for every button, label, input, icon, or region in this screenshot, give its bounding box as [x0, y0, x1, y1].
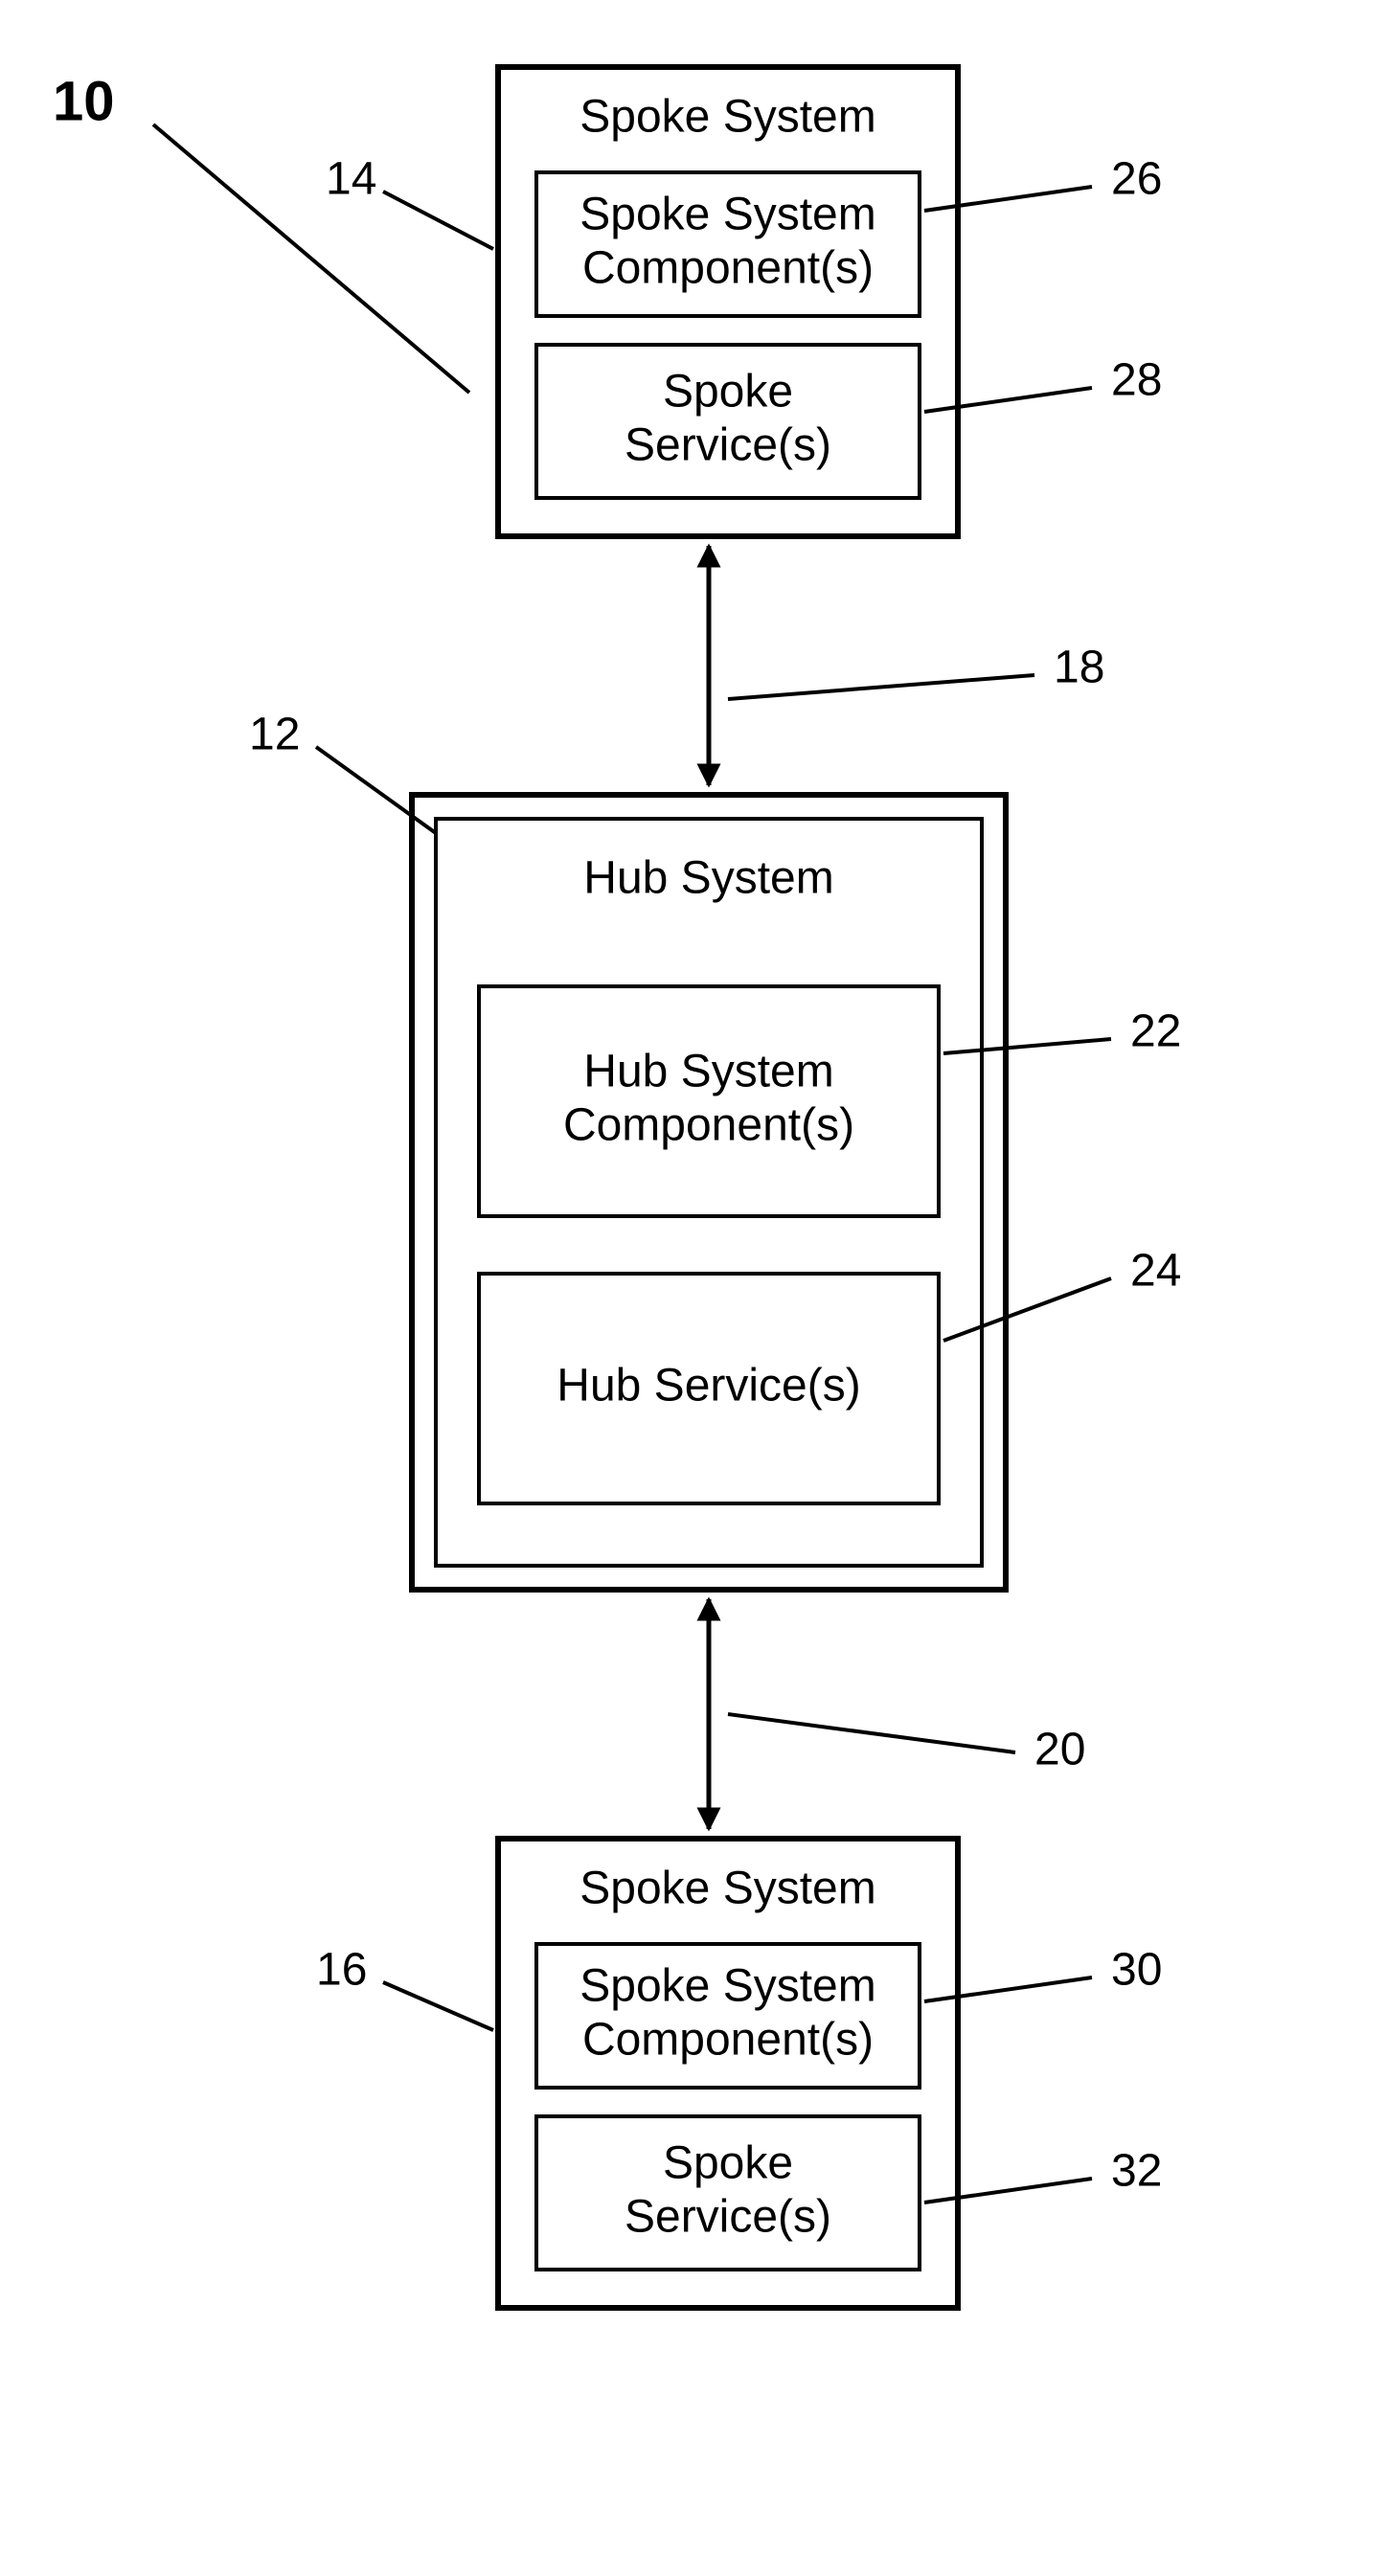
ref-r10: 10: [53, 70, 115, 132]
hub-title: Hub System: [583, 853, 833, 904]
lead-r12: [316, 747, 436, 833]
lead-r18: [728, 675, 1034, 699]
spoke-bot-svc-l1: Spoke: [663, 2138, 793, 2189]
lead-r14: [383, 192, 493, 249]
spoke-bot-title: Spoke System: [579, 1864, 875, 1914]
lead-r16: [383, 1982, 493, 2030]
ref-r16: 16: [316, 1945, 367, 1996]
lead-r30: [924, 1977, 1092, 2001]
lead-r20: [728, 1714, 1015, 1752]
ref-r22: 22: [1130, 1006, 1181, 1057]
ref-r14: 14: [326, 154, 376, 205]
ref-r30: 30: [1111, 1945, 1162, 1996]
spoke-bot-comp-l2: Component(s): [582, 2015, 874, 2066]
lead-r22: [943, 1039, 1111, 1053]
lead-r10: [153, 124, 469, 393]
hub-comp-l1: Hub System: [583, 1047, 833, 1097]
spoke-top-title: Spoke System: [579, 92, 875, 143]
spoke-top-svc-l1: Spoke: [663, 367, 793, 418]
spoke-top-comp-l2: Component(s): [582, 243, 874, 294]
spoke-top-svc-l2: Service(s): [625, 420, 831, 471]
hub-outer: [412, 795, 1006, 1590]
ref-r18: 18: [1054, 643, 1104, 693]
lead-r26: [924, 187, 1092, 211]
lead-r28: [924, 388, 1092, 412]
hub-svc-l1: Hub Service(s): [557, 1361, 860, 1412]
spoke-bot-svc-l2: Service(s): [625, 2192, 831, 2243]
ref-r32: 32: [1111, 2146, 1162, 2197]
ref-r12: 12: [249, 710, 300, 760]
lead-r24: [943, 1278, 1111, 1341]
spoke-top-comp-l1: Spoke System: [579, 190, 875, 240]
lead-r32: [924, 2179, 1092, 2203]
ref-r26: 26: [1111, 154, 1162, 205]
ref-r28: 28: [1111, 355, 1162, 406]
hub-inner: [436, 819, 982, 1566]
spoke-bot-comp-l1: Spoke System: [579, 1961, 875, 2012]
ref-r24: 24: [1130, 1246, 1181, 1297]
hub-spoke-diagram: Spoke SystemSpoke SystemComponent(s)Spok…: [0, 0, 1386, 2576]
ref-r20: 20: [1034, 1725, 1085, 1775]
hub-comp-l2: Component(s): [563, 1100, 854, 1151]
